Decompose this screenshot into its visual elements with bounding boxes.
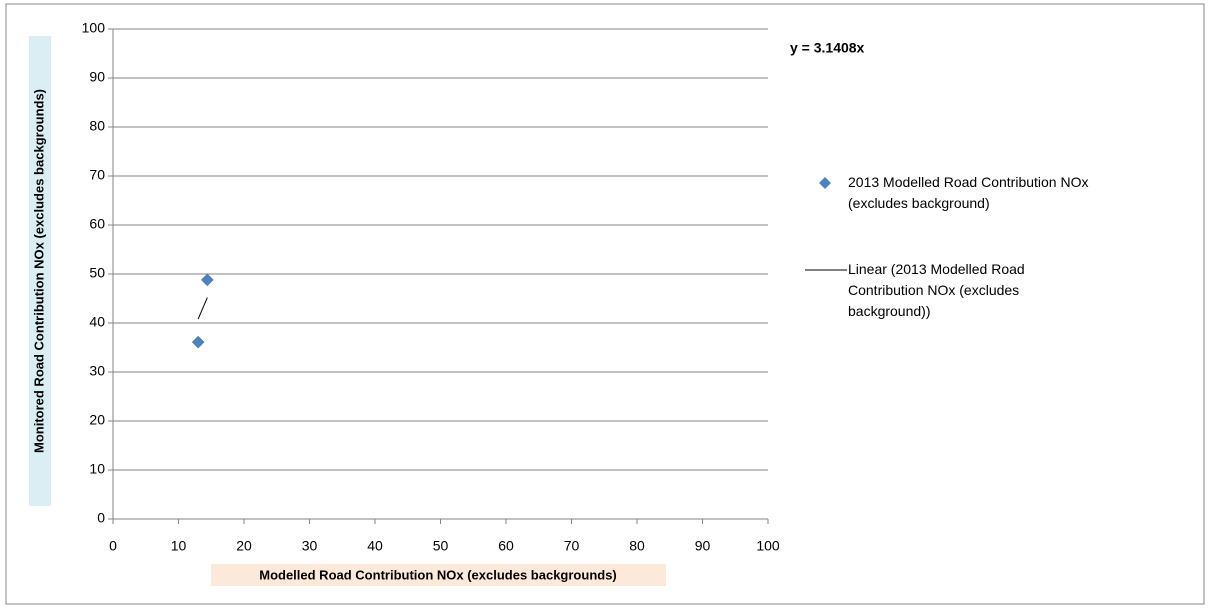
x-tick-label: 30 <box>302 538 318 554</box>
y-tick-label: 80 <box>89 118 105 134</box>
y-tick-label: 60 <box>89 216 105 232</box>
x-tick-label: 90 <box>695 538 711 554</box>
x-tick-label: 100 <box>756 538 780 554</box>
x-tick-label: 20 <box>236 538 252 554</box>
y-tick-label: 50 <box>89 265 105 281</box>
x-tick-label: 70 <box>564 538 580 554</box>
x-tick-label: 60 <box>498 538 514 554</box>
x-tick-label: 50 <box>433 538 449 554</box>
y-tick-label: 20 <box>89 412 105 428</box>
x-tick-label: 0 <box>109 538 117 554</box>
legend-label: Linear (2013 Modelled Road Contribution … <box>848 261 1025 319</box>
y-tick-label: 30 <box>89 363 105 379</box>
y-tick-label: 10 <box>89 461 105 477</box>
y-tick-label: 90 <box>89 69 105 85</box>
chart-border <box>5 3 1205 605</box>
y-tick-label: 100 <box>82 20 106 36</box>
legend-label: 2013 Modelled Road Contribution NOx (exc… <box>848 174 1089 211</box>
x-axis-title: Modelled Road Contribution NOx (excludes… <box>259 567 617 582</box>
y-tick-label: 40 <box>89 314 105 330</box>
x-tick-label: 40 <box>367 538 383 554</box>
trendline <box>197 297 208 320</box>
scatter-point <box>191 335 205 349</box>
scatter-point <box>200 273 214 287</box>
y-tick-label: 0 <box>97 510 105 526</box>
y-tick-label: 70 <box>89 167 105 183</box>
y-axis-title: Monitored Road Contribution NOx (exclude… <box>31 89 46 453</box>
x-tick-label: 80 <box>629 538 645 554</box>
y-title-bg <box>29 36 51 506</box>
x-tick-label: 10 <box>171 538 187 554</box>
legend-marker <box>819 177 831 189</box>
trend-equation: y = 3.1408x <box>790 40 865 56</box>
x-title-bg <box>211 564 666 586</box>
